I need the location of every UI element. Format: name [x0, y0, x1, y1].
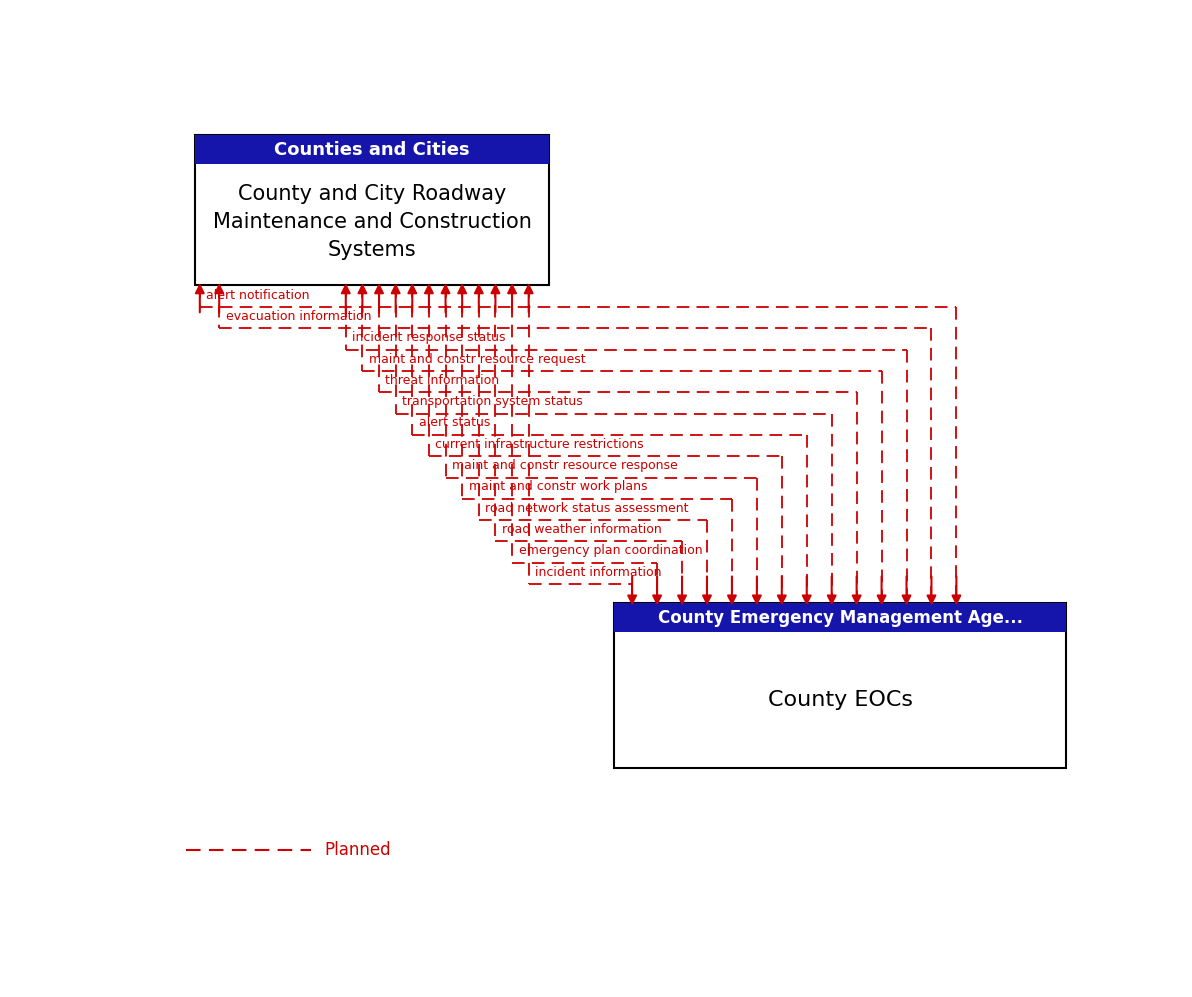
Text: County Emergency Management Age...: County Emergency Management Age...	[658, 609, 1023, 627]
FancyBboxPatch shape	[614, 603, 1067, 632]
Text: road network status assessment: road network status assessment	[485, 501, 689, 514]
Text: emergency plan coordination: emergency plan coordination	[519, 544, 702, 557]
Text: Planned: Planned	[324, 841, 391, 859]
Text: County and City Roadway
Maintenance and Construction
Systems: County and City Roadway Maintenance and …	[212, 184, 532, 260]
Text: County EOCs: County EOCs	[768, 690, 913, 711]
Text: maint and constr work plans: maint and constr work plans	[468, 481, 647, 494]
Text: threat information: threat information	[385, 374, 499, 387]
Text: alert status: alert status	[418, 417, 490, 430]
Text: incident response status: incident response status	[353, 331, 505, 344]
Text: Counties and Cities: Counties and Cities	[274, 141, 470, 159]
FancyBboxPatch shape	[195, 135, 550, 285]
FancyBboxPatch shape	[195, 135, 550, 165]
Text: road weather information: road weather information	[502, 523, 662, 536]
FancyBboxPatch shape	[614, 603, 1067, 769]
Text: evacuation information: evacuation information	[225, 310, 371, 323]
Text: transportation system status: transportation system status	[402, 395, 583, 408]
Text: current infrastructure restrictions: current infrastructure restrictions	[435, 438, 644, 451]
Text: incident information: incident information	[535, 565, 662, 578]
Text: alert notification: alert notification	[206, 288, 310, 301]
Text: maint and constr resource request: maint and constr resource request	[368, 353, 585, 366]
Text: maint and constr resource response: maint and constr resource response	[452, 460, 678, 473]
